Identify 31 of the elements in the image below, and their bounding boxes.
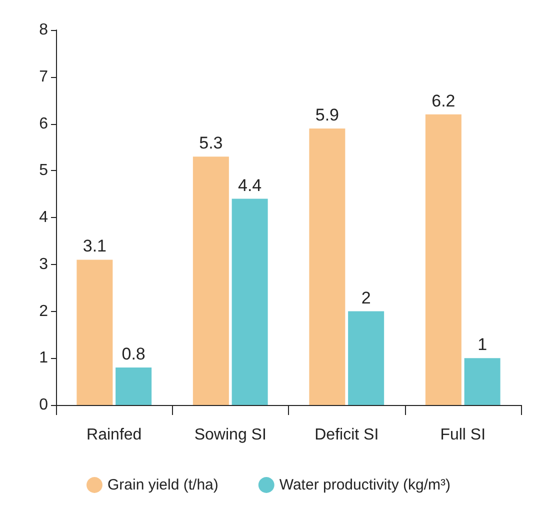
- data-label: 3.1: [82, 236, 107, 256]
- bar: [76, 260, 113, 405]
- y-tick-label: 7: [39, 68, 48, 86]
- x-tick-label: Deficit SI: [314, 426, 379, 444]
- bar: [464, 358, 500, 405]
- y-tick-label: 3: [39, 256, 48, 273]
- x-tick-label: Full SI: [440, 426, 486, 444]
- bar: [116, 368, 152, 405]
- data-label: 1: [478, 335, 488, 354]
- data-label: 5.3: [199, 134, 223, 153]
- bar: [425, 114, 462, 405]
- y-tick-label: 8: [39, 22, 48, 38]
- x-tick-label: Sowing SI: [194, 426, 266, 444]
- y-tick-label: 4: [39, 209, 48, 226]
- bar: [192, 156, 229, 405]
- y-tick-label: 1: [39, 350, 48, 367]
- data-label: 6.2: [432, 91, 456, 110]
- data-label: 0.8: [122, 344, 146, 364]
- y-tick-label: 5: [39, 162, 48, 180]
- x-tick-label: Rainfed: [86, 426, 142, 444]
- legend-label: Grain yield (t/ha): [107, 476, 218, 494]
- y-tick-label: 6: [39, 115, 48, 132]
- y-tick-label: 0: [39, 396, 48, 414]
- data-label: 5.9: [315, 105, 340, 124]
- data-label: 2: [361, 288, 371, 308]
- bar: [232, 198, 268, 405]
- legend-label: Water productivity (kg/m³): [279, 476, 451, 494]
- y-tick-label: 2: [39, 302, 48, 320]
- bar: [348, 311, 384, 405]
- bar: [309, 128, 346, 405]
- data-label: 4.4: [238, 176, 262, 195]
